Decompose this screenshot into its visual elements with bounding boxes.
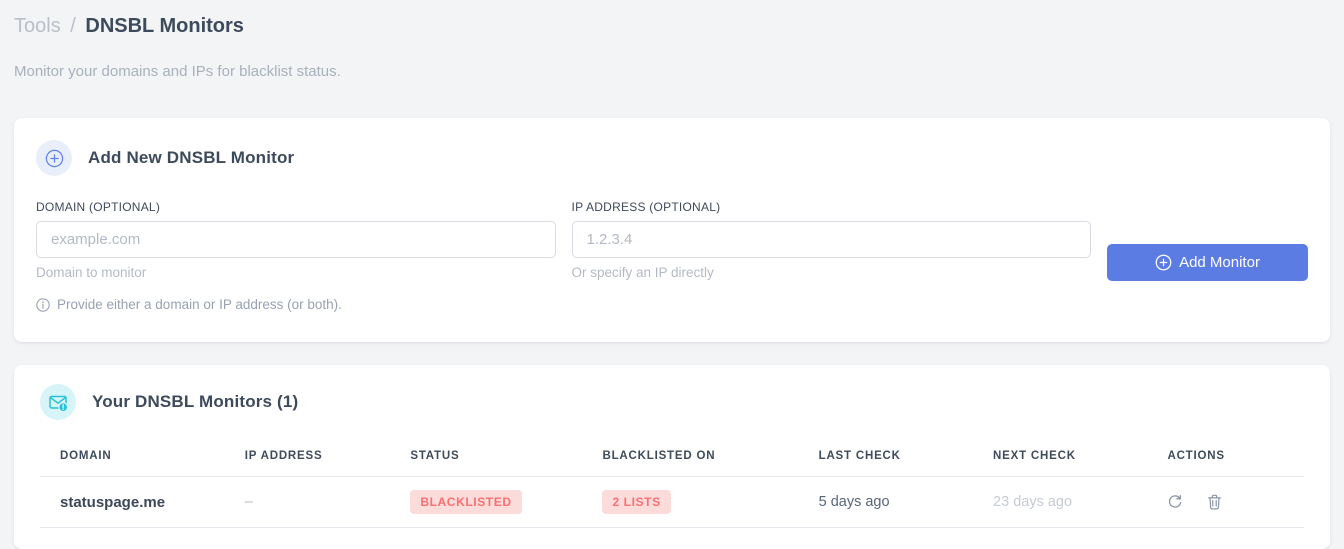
add-monitor-button[interactable]: Add Monitor xyxy=(1107,244,1308,281)
ip-input[interactable] xyxy=(571,221,1091,258)
circle-plus-icon xyxy=(36,140,72,176)
monitor-domain: statuspage.me xyxy=(60,493,166,511)
monitors-card-title: Your DNSBL Monitors (1) xyxy=(92,392,299,411)
monitor-blacklisted-on-cell: 2 LISTS xyxy=(602,477,818,528)
monitors-table: DOMAIN IP ADDRESS STATUS BLACKLISTED ON … xyxy=(40,436,1304,528)
column-header-last-check: LAST CHECK xyxy=(818,450,901,462)
column-header-blacklisted-on: BLACKLISTED ON xyxy=(602,450,716,462)
column-header-next-check: NEXT CHECK xyxy=(993,450,1076,462)
breadcrumb-separator: / xyxy=(70,15,76,37)
table-header-row: DOMAIN IP ADDRESS STATUS BLACKLISTED ON … xyxy=(40,436,1304,477)
monitor-actions-cell xyxy=(1167,477,1304,528)
plus-circle-icon xyxy=(1155,254,1172,271)
breadcrumb: Tools / DNSBL Monitors xyxy=(14,0,1330,39)
trash-icon[interactable] xyxy=(1207,494,1222,510)
page-title: DNSBL Monitors xyxy=(85,15,244,37)
mail-alert-icon xyxy=(40,384,76,420)
add-monitor-card: Add New DNSBL Monitor DOMAIN (OPTIONAL) … xyxy=(14,118,1330,342)
info-icon xyxy=(36,297,50,312)
domain-field-group: DOMAIN (OPTIONAL) Domain to monitor xyxy=(36,200,556,280)
domain-input[interactable] xyxy=(36,221,556,258)
blacklisted-on-badge[interactable]: 2 LISTS xyxy=(602,490,671,514)
domain-field-label: DOMAIN (OPTIONAL) xyxy=(36,200,161,214)
column-header-domain: DOMAIN xyxy=(60,450,112,462)
domain-field-helper: Domain to monitor xyxy=(36,265,147,280)
monitors-list-card: Your DNSBL Monitors (1) DOMAIN IP ADDRES… xyxy=(14,365,1330,549)
add-monitor-card-title: Add New DNSBL Monitor xyxy=(88,148,295,167)
table-row: statuspage.me – BLACKLISTED 2 LISTS 5 da… xyxy=(40,476,1304,528)
column-header-actions: ACTIONS xyxy=(1167,450,1225,462)
page-subtitle: Monitor your domains and IPs for blackli… xyxy=(14,63,341,80)
add-monitor-form: DOMAIN (OPTIONAL) Domain to monitor IP A… xyxy=(36,200,1308,281)
ip-field-helper: Or specify an IP directly xyxy=(571,265,714,280)
column-header-ip-address: IP ADDRESS xyxy=(244,450,323,462)
status-badge: BLACKLISTED xyxy=(410,490,522,514)
ip-field-label: IP ADDRESS (OPTIONAL) xyxy=(571,200,721,214)
breadcrumb-tools-link[interactable]: Tools xyxy=(14,15,61,37)
ip-field-group: IP ADDRESS (OPTIONAL) Or specify an IP d… xyxy=(571,200,1091,280)
monitor-status-cell: BLACKLISTED xyxy=(410,477,602,528)
refresh-icon[interactable] xyxy=(1167,494,1183,510)
column-header-status: STATUS xyxy=(410,450,460,462)
form-note: Provide either a domain or IP address (o… xyxy=(36,297,1308,312)
monitor-ip: – xyxy=(244,494,253,510)
monitor-last-check: 5 days ago xyxy=(818,494,890,510)
add-monitor-card-header: Add New DNSBL Monitor xyxy=(36,140,1308,176)
submit-column: Add Monitor xyxy=(1107,200,1308,281)
monitors-card-header: Your DNSBL Monitors (1) xyxy=(40,384,1304,420)
form-note-text: Provide either a domain or IP address (o… xyxy=(57,297,342,312)
monitor-next-check: 23 days ago xyxy=(993,494,1073,510)
add-monitor-button-label: Add Monitor xyxy=(1179,254,1260,271)
